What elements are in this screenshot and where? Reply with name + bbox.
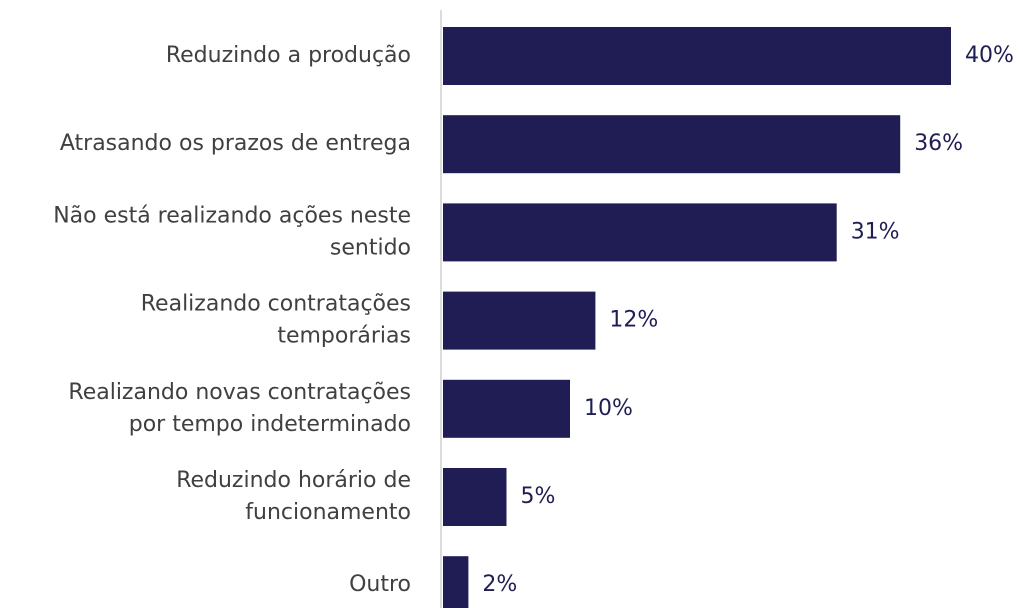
- category-label: Realizando contratações: [141, 292, 411, 317]
- bar: [443, 556, 469, 608]
- value-label: 10%: [584, 396, 633, 421]
- category-label: sentido: [330, 235, 411, 260]
- bar: [443, 468, 507, 526]
- category-label: Reduzindo horário de: [176, 468, 411, 493]
- bar: [443, 115, 901, 174]
- value-label: 2%: [482, 572, 517, 597]
- category-label: Realizando novas contratações: [68, 380, 411, 405]
- bar: [443, 379, 570, 438]
- category-label: temporárias: [277, 324, 411, 349]
- value-label: 36%: [914, 131, 963, 156]
- value-label: 5%: [521, 484, 556, 509]
- value-label: 31%: [851, 219, 900, 244]
- bar: [443, 291, 596, 350]
- bar: [443, 203, 837, 262]
- value-label: 12%: [609, 308, 658, 333]
- value-label: 40%: [965, 43, 1014, 68]
- category-label: Outro: [349, 572, 411, 597]
- category-label: por tempo indeterminado: [129, 412, 411, 437]
- category-label: funcionamento: [245, 500, 411, 525]
- category-label: Não está realizando ações neste: [53, 203, 411, 228]
- category-label: Reduzindo a produção: [166, 43, 411, 68]
- bar: [443, 27, 951, 85]
- category-label: Atrasando os prazos de entrega: [60, 131, 411, 156]
